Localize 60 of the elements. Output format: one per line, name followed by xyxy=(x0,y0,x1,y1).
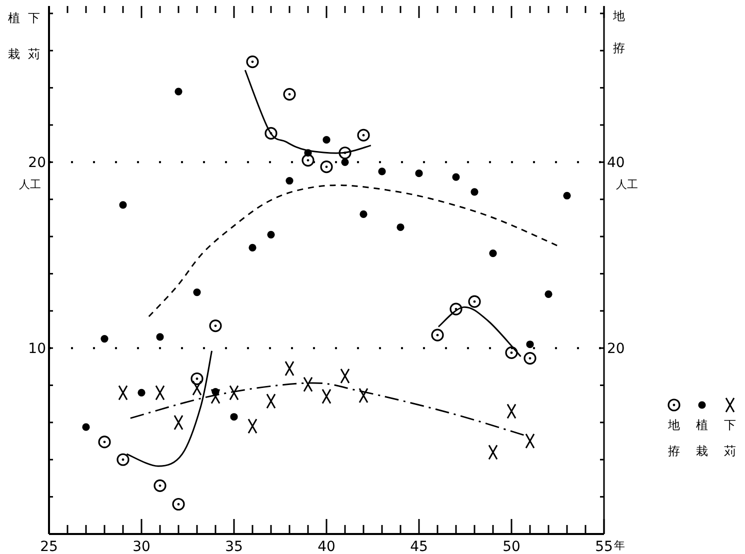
point xyxy=(360,210,368,218)
point xyxy=(526,340,534,348)
x-tick-label: 55 xyxy=(595,539,613,554)
point xyxy=(264,127,278,140)
point xyxy=(378,168,386,176)
text: 地拵 xyxy=(613,9,625,55)
point xyxy=(246,55,259,68)
point xyxy=(341,158,349,166)
point xyxy=(286,176,294,185)
point xyxy=(357,128,370,142)
point xyxy=(302,154,314,167)
point xyxy=(524,352,536,365)
point xyxy=(116,453,130,466)
point xyxy=(283,88,296,101)
point xyxy=(450,302,462,316)
x-tick-label: 45 xyxy=(410,539,428,554)
point xyxy=(452,173,460,181)
point xyxy=(505,346,518,360)
x-tick-label: 50 xyxy=(502,539,520,554)
point xyxy=(100,334,108,343)
point xyxy=(248,244,256,252)
point xyxy=(322,136,330,144)
point xyxy=(154,479,166,492)
legend-label: 下苅 xyxy=(724,418,736,458)
legend-label: 地拵 xyxy=(667,418,680,458)
point xyxy=(320,160,333,174)
point xyxy=(396,223,404,232)
point xyxy=(156,333,164,341)
y2-tick-label: 20 xyxy=(607,341,625,358)
point xyxy=(209,319,222,332)
text: 植栽下苅 xyxy=(8,11,40,61)
x-tick-label: 35 xyxy=(225,539,243,554)
legend-label: 植栽 xyxy=(696,418,708,458)
point xyxy=(563,192,571,200)
point xyxy=(119,201,127,209)
point xyxy=(174,88,182,96)
line-series xyxy=(148,184,558,318)
text: 人工 xyxy=(616,178,638,192)
text: 人工 xyxy=(19,178,41,192)
point xyxy=(193,288,201,296)
point xyxy=(138,388,146,397)
point xyxy=(172,498,185,511)
point xyxy=(82,423,90,431)
point xyxy=(544,290,552,298)
y-tick-label: 10 xyxy=(28,341,46,358)
point xyxy=(190,372,204,386)
x-tick-label: 40 xyxy=(318,539,336,554)
point xyxy=(338,146,352,160)
point xyxy=(431,328,444,342)
point xyxy=(267,230,275,238)
y2-tick-label: 40 xyxy=(607,155,625,172)
point xyxy=(468,295,481,308)
point xyxy=(489,249,497,258)
point xyxy=(230,413,238,421)
point xyxy=(415,170,423,178)
point xyxy=(98,436,111,448)
x-axis-title: 年 xyxy=(614,539,625,552)
x-tick-label: 25 xyxy=(40,539,58,554)
x-tick-label: 30 xyxy=(132,539,150,554)
point xyxy=(470,188,478,196)
